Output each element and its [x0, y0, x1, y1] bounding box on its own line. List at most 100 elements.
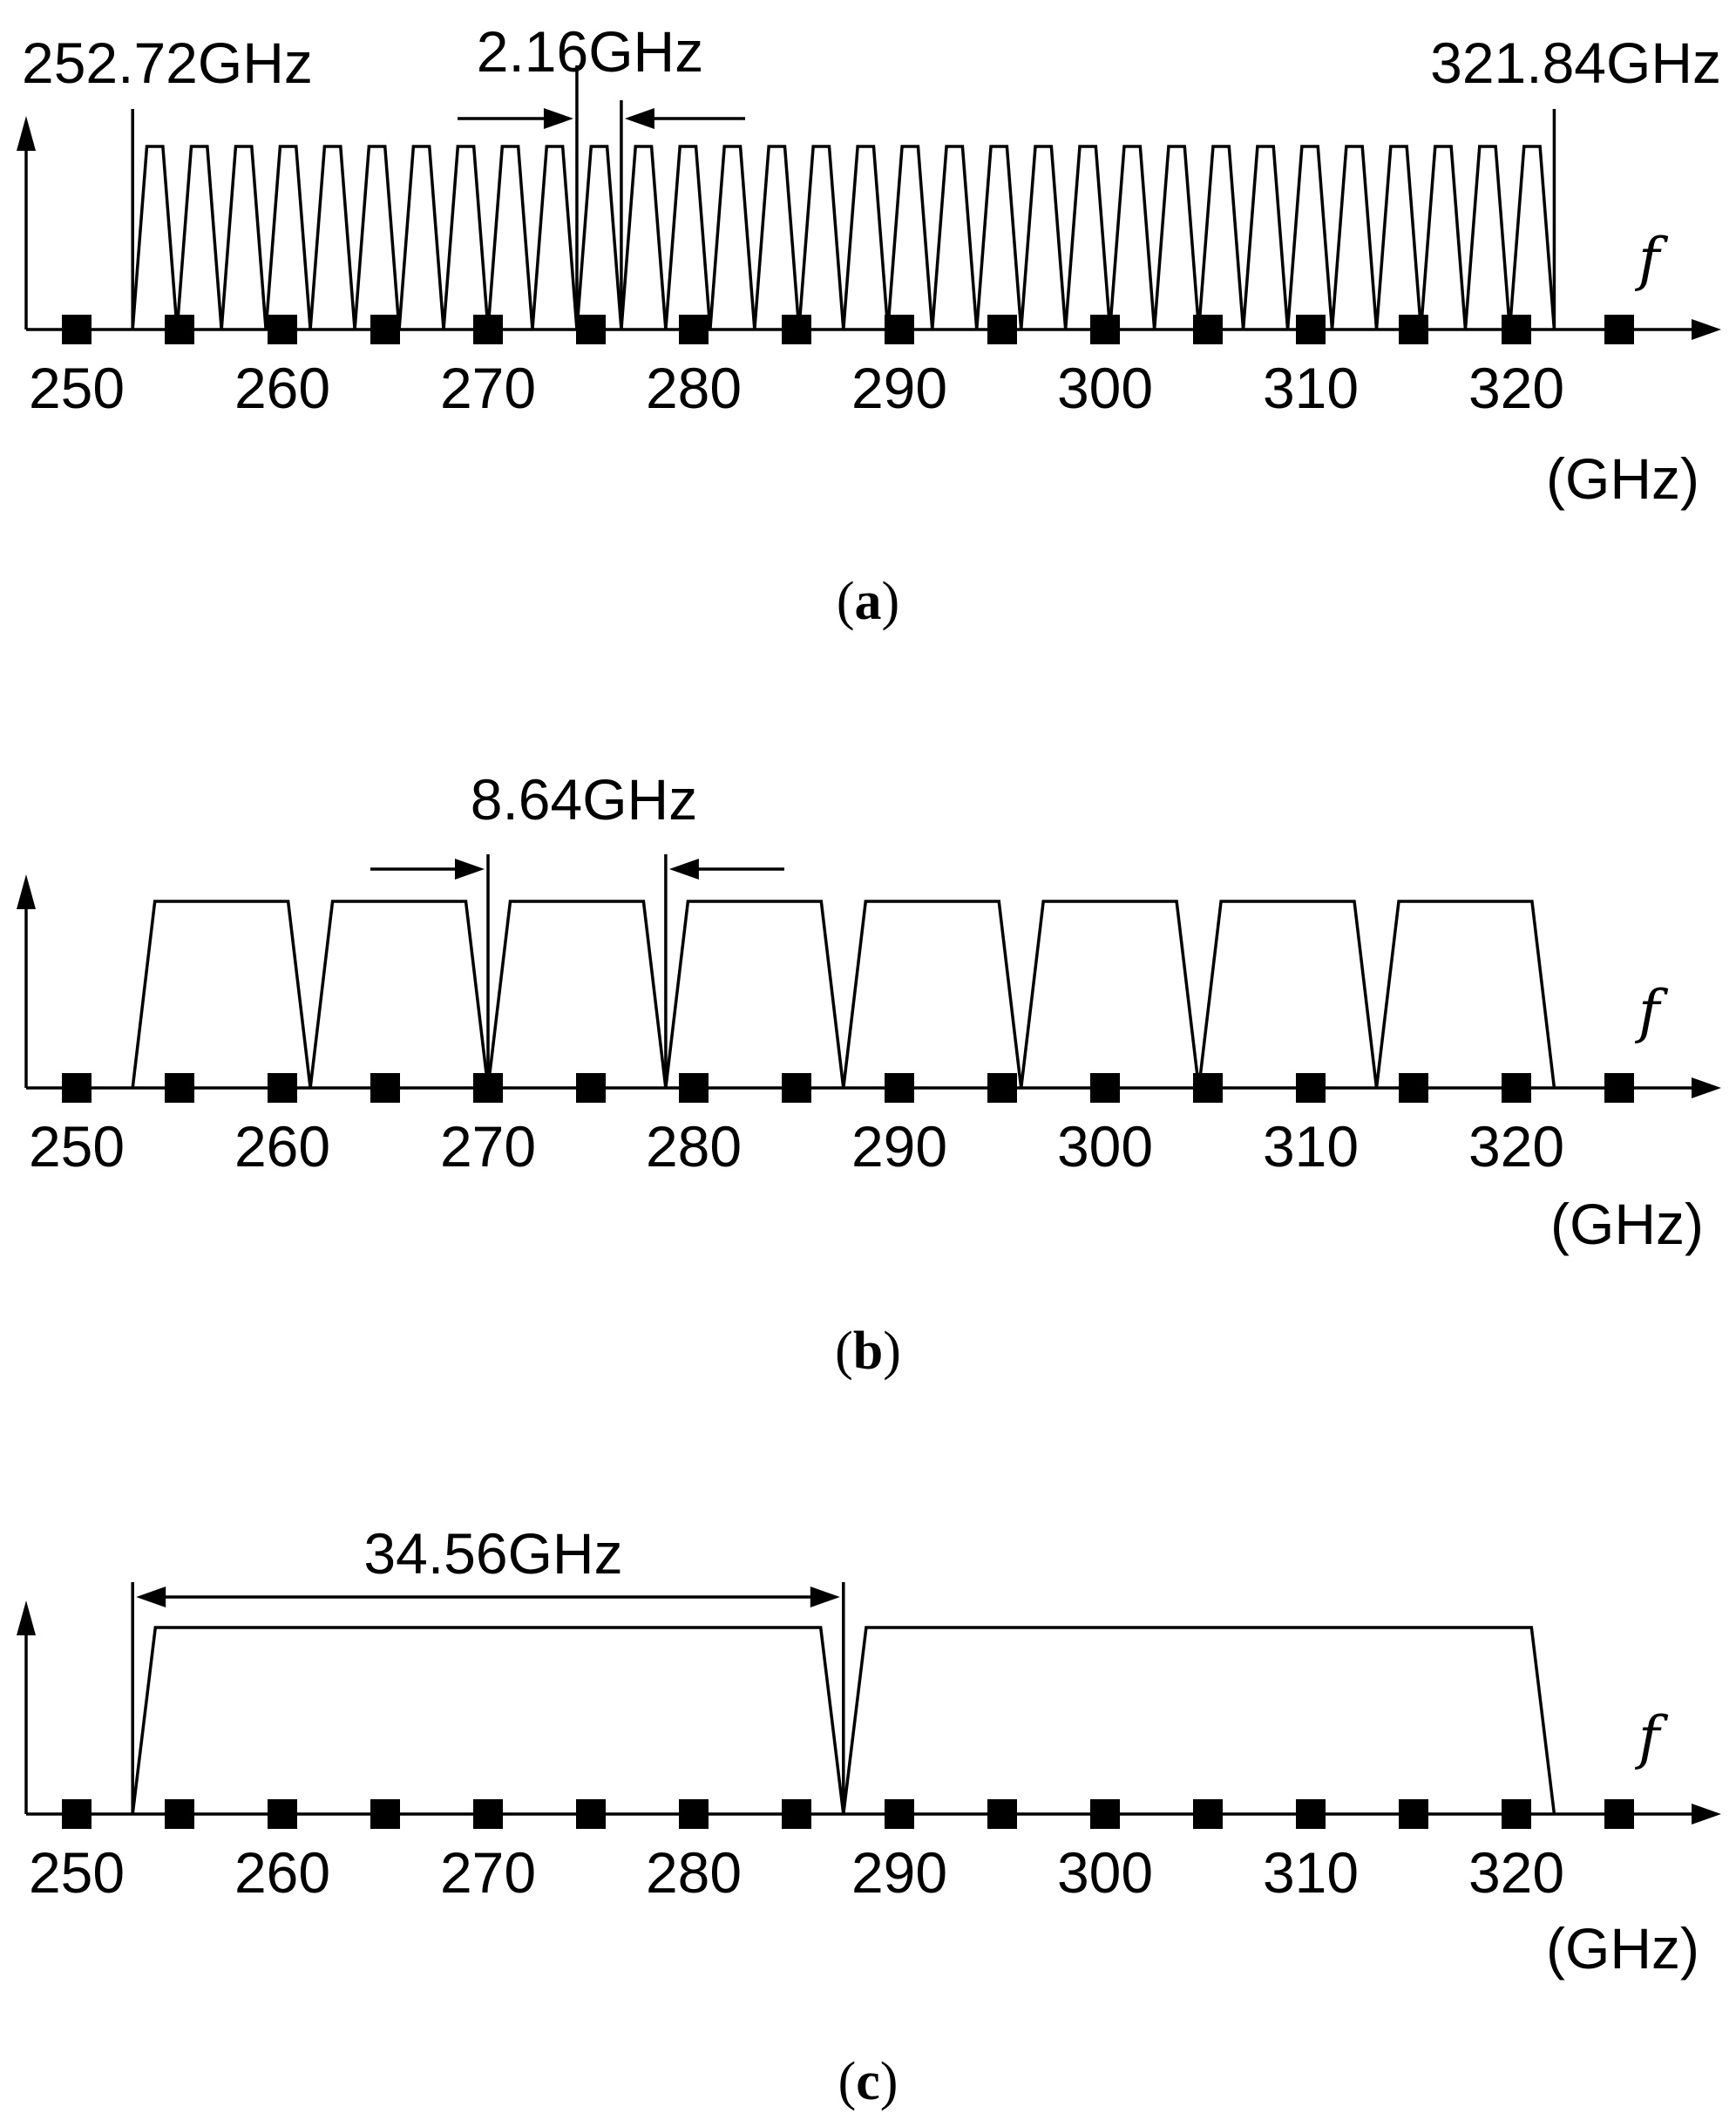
panel-a: 250 260 270 280 290 300 310 320 252.72GHz 321.8… — [17, 19, 1721, 631]
channel — [1463, 145, 1512, 330]
channel — [264, 145, 312, 330]
channel — [175, 145, 223, 330]
tick-marker — [268, 315, 297, 344]
tick-label: 320 — [1468, 1114, 1564, 1179]
channel — [1108, 145, 1156, 330]
channel-width-label: 8.64GHz — [471, 767, 697, 832]
tick-label: 300 — [1057, 1114, 1153, 1179]
channel — [886, 145, 934, 330]
tick-label: 310 — [1263, 1114, 1359, 1179]
channel — [397, 145, 445, 330]
tick-label: 270 — [440, 1840, 536, 1905]
tick-label: 260 — [234, 1840, 330, 1905]
channel — [620, 145, 668, 330]
width-arrow-left-head — [136, 1587, 166, 1607]
tick-marker — [987, 315, 1017, 344]
tick-label: 300 — [1057, 356, 1153, 420]
tick-marker — [1193, 1799, 1223, 1829]
channel — [220, 145, 268, 330]
channel — [309, 145, 356, 330]
tick-marker — [62, 1073, 92, 1103]
panel-b-channels: 250 260 270 280 290 300 310 320 — [17, 854, 1721, 1179]
tick-label: 300 — [1057, 1840, 1153, 1905]
tick-marker — [1604, 315, 1634, 344]
tick-label: 250 — [29, 1114, 125, 1179]
channel — [842, 900, 1023, 1089]
width-arrow-right-head — [624, 108, 654, 129]
channel — [1019, 145, 1068, 330]
frequency-symbol: f — [1634, 1704, 1669, 1771]
channel — [131, 900, 312, 1089]
tick-marker — [370, 1073, 400, 1103]
unit-label: (GHz) — [1550, 1192, 1704, 1256]
tick-marker — [1604, 1073, 1634, 1103]
width-arrow-left-head — [455, 859, 485, 880]
amplitude-axis-arrow — [17, 116, 36, 151]
width-arrow-right-head — [668, 859, 699, 880]
panel-caption: (a) — [837, 572, 899, 631]
tick-marker — [782, 1799, 811, 1829]
panel-b: 250 260 270 280 290 300 310 320 8.64GHz f (GHz)… — [17, 767, 1721, 1381]
channel — [1019, 900, 1201, 1089]
tick-label: 280 — [646, 356, 742, 420]
tick-marker — [370, 1799, 400, 1829]
tick-marker — [679, 1799, 709, 1829]
channel — [1419, 145, 1468, 330]
channel-width-label: 2.16GHz — [477, 19, 703, 84]
tick-marker — [165, 1799, 194, 1829]
tick-marker — [885, 1799, 914, 1829]
channel — [131, 1626, 845, 1815]
unit-label: (GHz) — [1546, 1916, 1699, 1981]
tick-marker — [987, 1073, 1017, 1103]
channel — [1374, 145, 1423, 330]
channel — [575, 145, 623, 330]
channel — [1197, 900, 1379, 1089]
channel — [486, 145, 534, 330]
frequency-symbol: f — [1634, 226, 1669, 293]
tick-marker — [885, 1073, 914, 1103]
tick-marker — [1090, 1799, 1120, 1829]
amplitude-axis-arrow — [17, 1600, 36, 1635]
panel-a-channels: 250 260 270 280 290 300 310 320 — [17, 65, 1721, 420]
channel — [842, 1626, 1556, 1815]
frequency-symbol: f — [1634, 978, 1669, 1045]
width-arrow-left-head — [543, 108, 573, 129]
tick-marker — [987, 1799, 1017, 1829]
tick-marker — [576, 1799, 606, 1829]
tick-marker — [62, 315, 92, 344]
tick-label: 310 — [1263, 356, 1359, 420]
tick-marker — [62, 1799, 92, 1829]
tick-marker — [268, 1073, 297, 1103]
channel — [709, 145, 756, 330]
channel — [353, 145, 401, 330]
tick-label: 250 — [29, 1840, 125, 1905]
tick-label: 280 — [646, 1840, 742, 1905]
channel — [664, 145, 712, 330]
tick-marker — [1399, 315, 1428, 344]
tick-marker — [268, 1799, 297, 1829]
unit-label: (GHz) — [1546, 446, 1699, 511]
tick-marker — [165, 1073, 194, 1103]
tick-marker — [370, 315, 400, 344]
tick-marker — [1296, 1073, 1326, 1103]
channel — [1063, 145, 1112, 330]
tick-label: 280 — [646, 1114, 742, 1179]
tick-label: 270 — [440, 1114, 536, 1179]
panel-caption: (c) — [838, 2052, 899, 2111]
tick-marker — [1502, 1073, 1531, 1103]
tick-marker — [1090, 315, 1120, 344]
tick-marker — [1296, 315, 1326, 344]
channel — [131, 145, 179, 330]
tick-marker — [576, 1073, 606, 1103]
channel — [442, 145, 490, 330]
channel — [1197, 145, 1245, 330]
channel — [531, 145, 579, 330]
tick-marker — [679, 315, 709, 344]
panel-caption: (b) — [835, 1322, 901, 1381]
channel — [664, 900, 845, 1089]
tick-label: 260 — [234, 356, 330, 420]
tick-marker — [679, 1073, 709, 1103]
channel — [753, 145, 801, 330]
tick-marker — [1502, 1799, 1531, 1829]
frequency-axis-arrow — [1692, 1804, 1721, 1825]
